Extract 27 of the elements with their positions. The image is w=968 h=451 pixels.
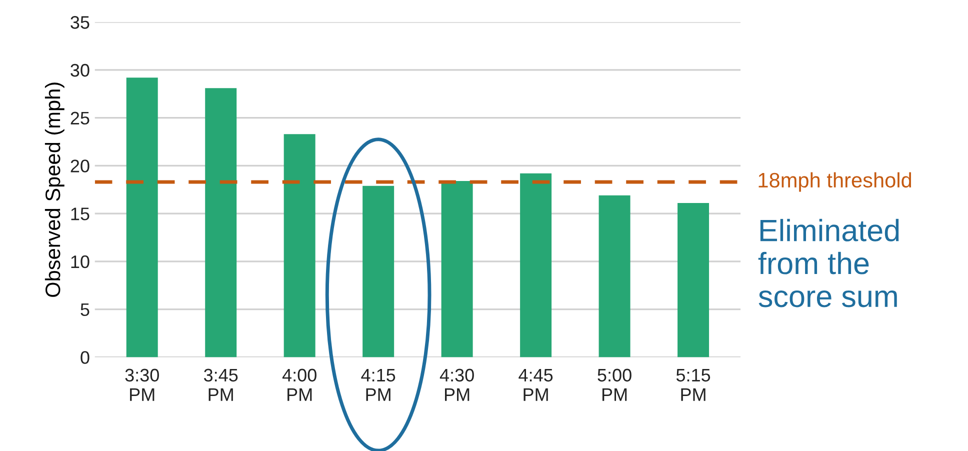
y-tick-label: 30 — [70, 64, 90, 77]
y-axis-title: Observed Speed (mph) — [44, 82, 64, 297]
text: Eliminated from the score sum — [758, 218, 899, 308]
y-tick-label: 35 — [70, 16, 90, 29]
x-tick-label: 4:30 PM — [440, 368, 474, 401]
y-tick-label: 15 — [71, 208, 90, 220]
ref-line-label: 18mph threshold — [758, 172, 912, 192]
x-tick-label: 3:30 PM — [125, 368, 159, 401]
x-tick-label: 4:15 PM — [361, 368, 396, 401]
bar — [520, 173, 552, 358]
bar — [362, 186, 394, 358]
bar — [126, 78, 158, 358]
bar — [598, 195, 630, 358]
x-tick-label: 3:45 PM — [204, 368, 238, 401]
x-tick-label: 5:00 PM — [598, 368, 632, 401]
y-tick-label: 25 — [70, 112, 90, 125]
y-tick-label: 10 — [71, 255, 90, 268]
bar — [205, 88, 237, 358]
bar — [284, 134, 316, 358]
bar — [441, 181, 473, 358]
y-tick-label: 0 — [80, 351, 90, 364]
y-tick-label: 5 — [80, 303, 90, 316]
y-tick-label: 20 — [70, 160, 90, 172]
x-tick-label: 4:00 PM — [282, 368, 316, 401]
bar — [678, 203, 710, 358]
x-tick-label: 4:45 PM — [518, 368, 553, 401]
x-tick-label: 5:15 PM — [676, 368, 710, 401]
